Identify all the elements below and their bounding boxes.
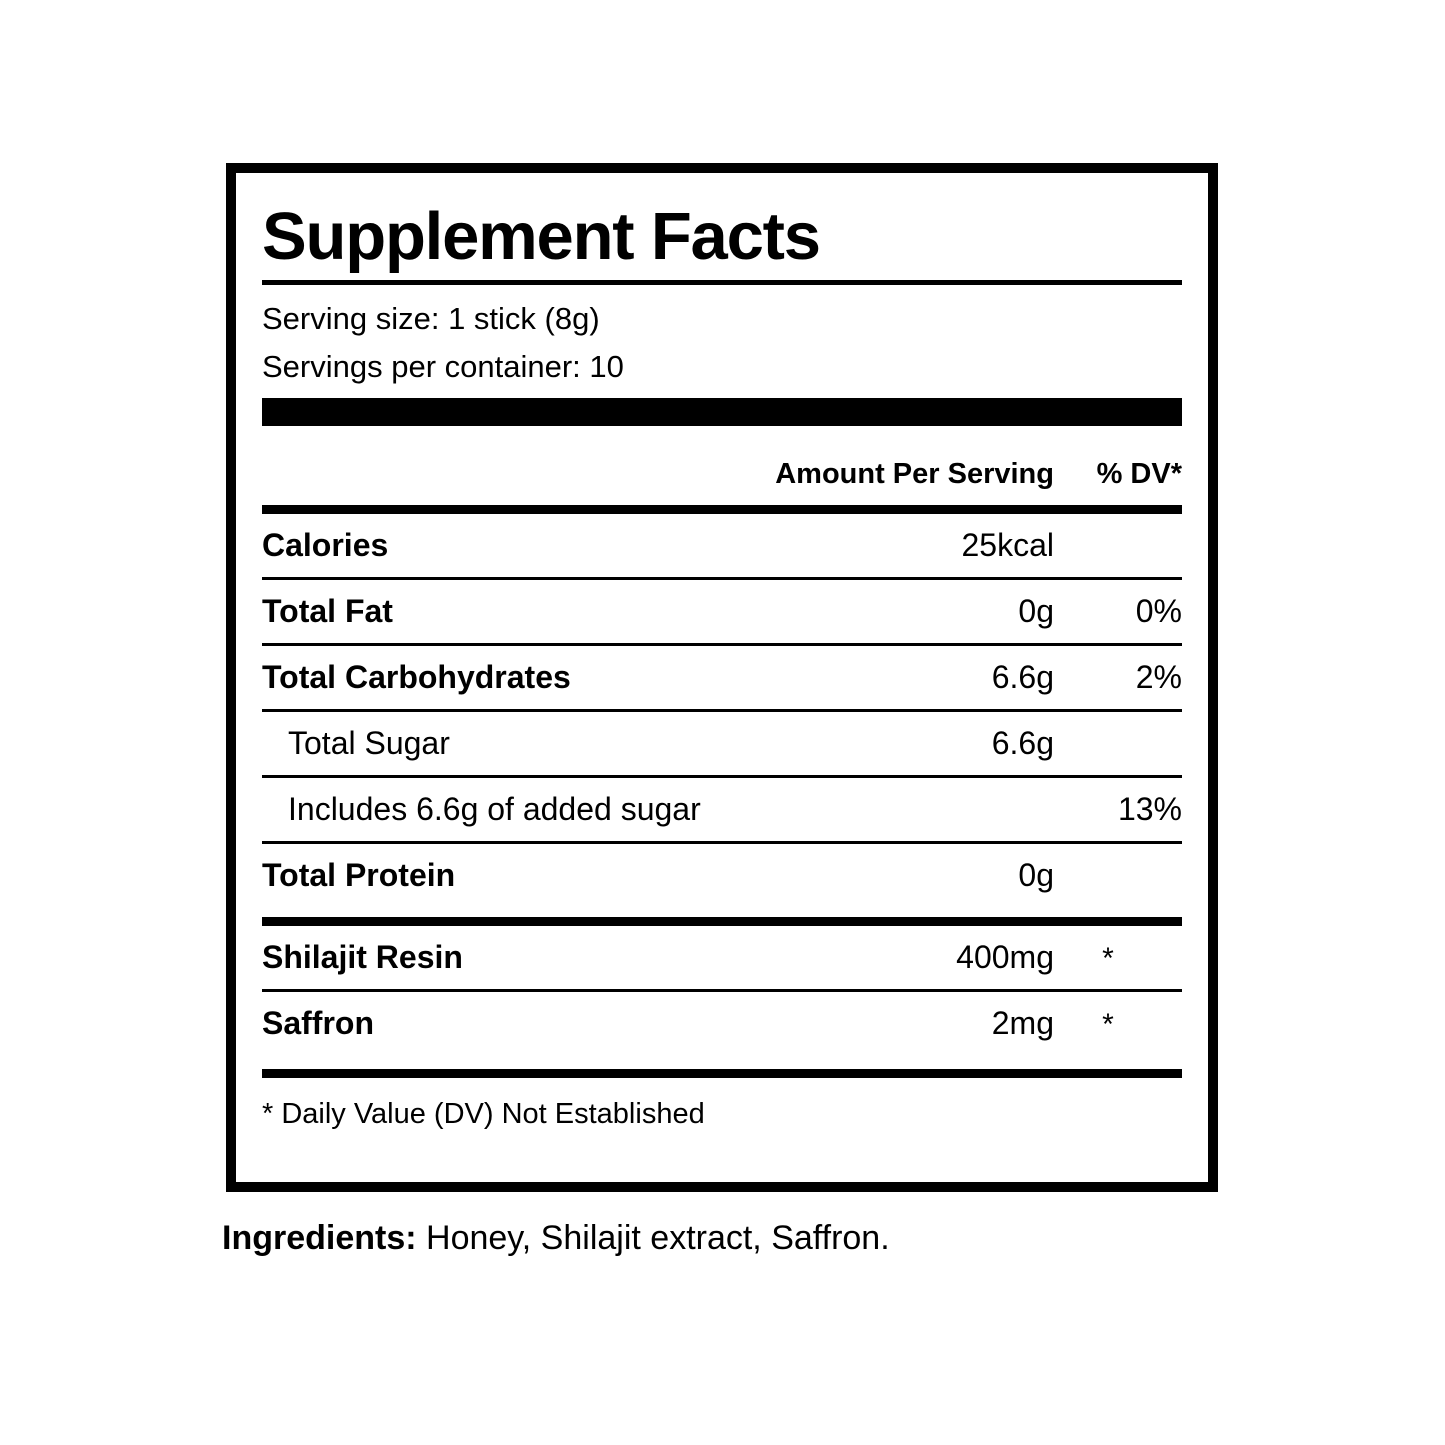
servings-per-container-line: Servings per container: 10 [262, 348, 624, 384]
serving-size-line: Serving size: 1 stick (8g) [262, 301, 600, 336]
table-row: Total Carbohydrates 6.6g 2% [262, 646, 1182, 709]
divider-before-footnote [262, 1069, 1182, 1079]
supplement-facts-panel: Supplement Facts Serving size: 1 stick (… [226, 163, 1218, 1192]
nutrient-label: Total Sugar [288, 725, 450, 762]
nutrient-amount: 0g [1018, 593, 1054, 630]
nutrient-amount: 6.6g [991, 725, 1054, 762]
percent-dv-header: % DV* [1096, 458, 1182, 491]
botanical-dv-asterisk: * [1102, 942, 1114, 976]
botanical-label: Shilajit Resin [262, 939, 463, 976]
table-row: Total Protein 0g [262, 844, 1182, 907]
nutrient-label: Total Protein [262, 857, 456, 894]
nutrient-amount: 0g [1018, 857, 1054, 894]
table-row: Total Sugar 6.6g [262, 712, 1182, 775]
table-row: Total Fat 0g 0% [262, 580, 1182, 643]
nutrient-dv: 2% [1135, 659, 1182, 696]
page-title: Supplement Facts [262, 199, 821, 274]
botanical-dv-asterisk: * [1102, 1008, 1114, 1042]
botanical-amount: 2mg [991, 1005, 1054, 1042]
nutrient-amount: 6.6g [991, 659, 1054, 696]
botanical-amount: 400mg [956, 939, 1054, 976]
heavy-divider-top [262, 398, 1182, 427]
nutrient-label: Includes 6.6g of added sugar [288, 791, 701, 828]
nutrient-label: Calories [262, 527, 389, 564]
divider-under-column-headers [262, 505, 1182, 515]
ingredients-statement: Ingredients: Honey, Shilajit extract, Sa… [222, 1219, 1322, 1258]
title-underline [262, 280, 1182, 285]
nutrient-label: Total Carbohydrates [262, 659, 571, 696]
ingredients-label: Ingredients: [222, 1219, 417, 1257]
table-row: Shilajit Resin 400mg * [262, 926, 1182, 989]
row-divider [262, 577, 1182, 581]
table-row: Includes 6.6g of added sugar 13% [262, 778, 1182, 841]
table-row: Saffron 2mg * [262, 992, 1182, 1055]
nutrient-dv: 0% [1135, 593, 1182, 630]
nutrient-dv: 13% [1117, 791, 1182, 828]
row-divider [262, 643, 1182, 647]
amount-per-serving-header: Amount Per Serving [775, 458, 1054, 491]
nutrient-amount: 25kcal [961, 527, 1055, 564]
ingredients-list: Honey, Shilajit extract, Saffron. [416, 1219, 890, 1257]
row-divider [262, 775, 1182, 779]
divider-before-botanicals [262, 917, 1182, 927]
row-divider [262, 841, 1182, 845]
serving-info-block: Serving size: 1 stick (8g) Servings per … [262, 285, 1182, 398]
botanical-label: Saffron [262, 1005, 374, 1042]
table-row: Calories 25kcal [262, 514, 1182, 577]
row-divider [262, 709, 1182, 713]
row-divider [262, 989, 1182, 993]
column-header-row: Amount Per Serving % DV* [262, 426, 1182, 505]
nutrient-label: Total Fat [262, 593, 393, 630]
daily-value-footnote: * Daily Value (DV) Not Established [262, 1098, 705, 1131]
